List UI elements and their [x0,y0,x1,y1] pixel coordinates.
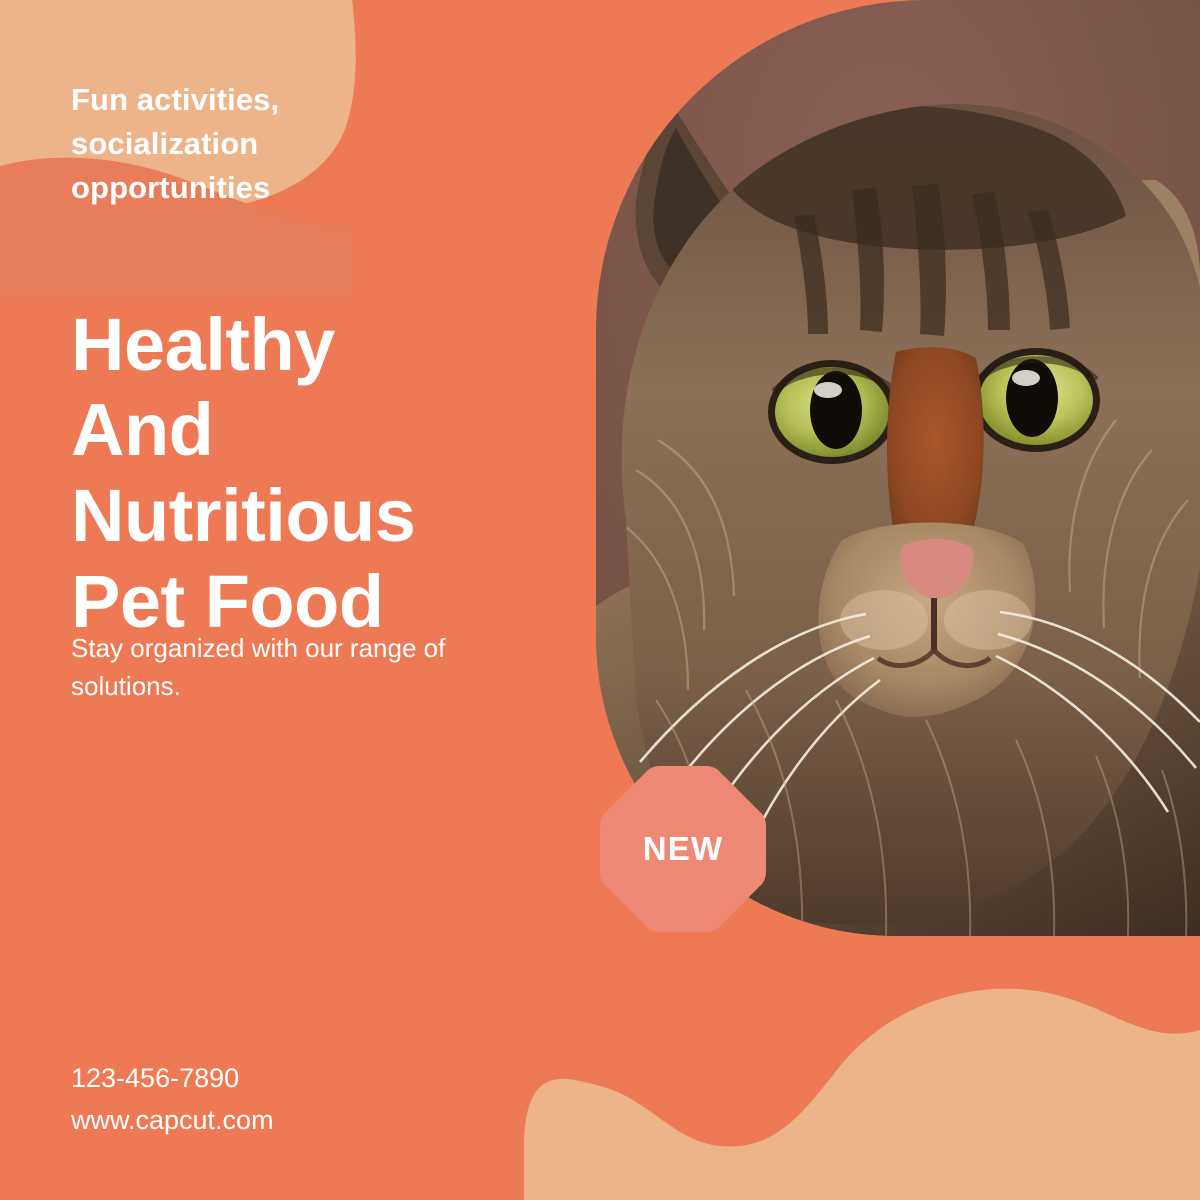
contact-block: 123-456-7890 www.capcut.com [71,1058,491,1142]
new-badge-label: NEW [642,830,724,867]
top-left-salmon-wave [0,157,352,300]
cat-forehead-stripes [794,184,1070,336]
cat-mouth [876,648,936,669]
cat-pupil-right [1006,359,1058,437]
contact-website[interactable]: www.capcut.com [71,1104,274,1135]
cat-nose-bridge [887,347,984,553]
cat-nose [900,538,974,600]
contact-phone[interactable]: 123-456-7890 [71,1063,240,1093]
bottom-right-peach-wave [524,988,1200,1200]
cat-eye-right [972,348,1100,452]
cat-muzzle [818,522,1036,717]
cat-eye-left [768,360,896,464]
cat-pupil-left [810,371,862,449]
cat-cheek-fur [621,419,1189,691]
new-badge[interactable]: NEW [598,764,768,934]
subhead-text: Stay organized with our range of solutio… [71,633,446,701]
eyebrow-text: Fun activities, socialization opportunit… [71,82,280,206]
page-title: Healthy And Nutritious Pet Food [71,302,416,644]
cat-forehead-cap [716,105,1126,250]
new-badge-octagon-shape [600,766,766,932]
